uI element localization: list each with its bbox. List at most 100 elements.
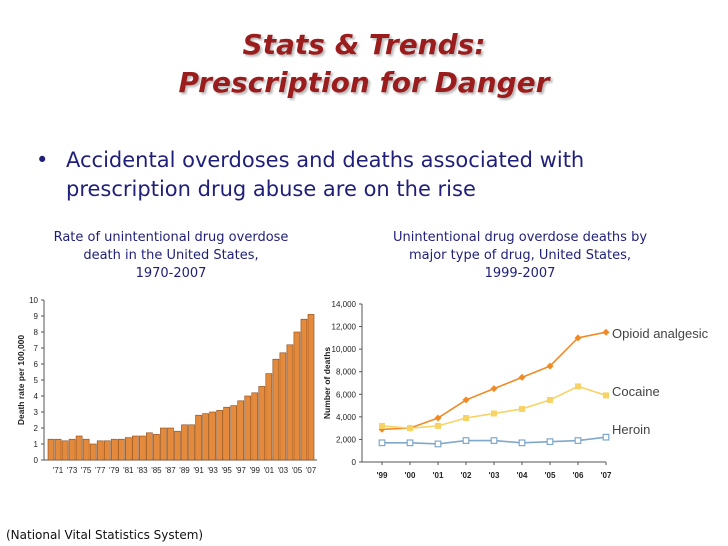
x-tick-label: '05 [292, 466, 303, 475]
bar-2006 [300, 318, 308, 461]
bar-1971 [54, 438, 62, 461]
bar-2003 [279, 352, 287, 461]
point-marker [518, 373, 526, 381]
bar-1979 [110, 438, 118, 461]
x-tick-label: '01 [264, 466, 275, 475]
x-tick-label: '77 [95, 466, 106, 475]
x-tick-label: '85 [151, 466, 162, 475]
x-tick-label: '71 [53, 466, 64, 475]
point-marker [603, 392, 609, 399]
y-tick-label: 0 [34, 456, 39, 465]
bar-1995 [223, 406, 231, 461]
y-tick-label: 8,000 [336, 368, 357, 377]
slide-title-line-1: Stats & Trends: [242, 28, 486, 61]
point-marker [379, 422, 385, 429]
point-marker [491, 410, 497, 417]
y-tick-label: 8 [34, 328, 39, 337]
point-marker [574, 334, 582, 342]
bar-1986 [160, 427, 167, 461]
y-tick-label: 0 [352, 458, 357, 467]
x-tick-label: '89 [179, 466, 190, 475]
legend-label-1: Cocaine [612, 384, 660, 399]
point-marker [378, 439, 386, 447]
point-marker [490, 385, 498, 393]
bar-1994 [216, 410, 223, 461]
x-tick-label: '97 [236, 466, 247, 475]
y-tick-label: 4,000 [336, 413, 357, 422]
bar-1998 [244, 395, 252, 461]
bar-1982 [132, 435, 139, 461]
bar-2005 [293, 331, 301, 461]
bar-1997 [237, 400, 245, 461]
x-tick-label: '95 [221, 466, 232, 475]
series-line-1 [381, 385, 607, 429]
right-caption-line: 1999-2007 [484, 266, 556, 281]
point-marker [575, 383, 581, 390]
bar-1977 [96, 440, 104, 461]
left-caption-line: death in the United States, [83, 248, 259, 263]
x-tick-label: '91 [193, 466, 204, 475]
bar-1984 [146, 432, 153, 461]
y-tick-label: 2,000 [336, 435, 357, 444]
point-marker [490, 437, 498, 444]
point-marker [435, 422, 441, 429]
x-tick-label: '93 [207, 466, 218, 475]
point-marker [546, 362, 554, 370]
slide-title-line-2: Prescription for Danger [178, 66, 550, 99]
bullet-icon: • [36, 148, 49, 172]
bar-1978 [103, 440, 111, 461]
x-tick-label: '07 [601, 471, 612, 480]
bar-1974 [75, 435, 83, 461]
x-tick-label: '79 [109, 466, 120, 475]
bar-2000 [258, 386, 266, 461]
bar-1981 [124, 437, 132, 461]
bar-2001 [265, 373, 273, 461]
bar-1973 [68, 438, 76, 461]
y-tick-label: 6 [34, 360, 39, 369]
x-tick-label: '99 [250, 466, 261, 475]
bar-2002 [272, 358, 280, 461]
x-tick-label: '06 [573, 471, 584, 480]
y-axis-label: Number of deaths [322, 347, 332, 420]
y-tick-label: 10 [29, 296, 38, 305]
point-marker [407, 425, 413, 432]
bullet-text: Accidental overdoses and deaths associat… [66, 148, 585, 201]
legend-label-2: Heroin [612, 422, 650, 437]
source-note: (National Vital Statistics System) [6, 528, 204, 542]
point-marker [574, 437, 582, 444]
y-axis-label: Death rate per 100,000 [16, 335, 26, 426]
point-marker [406, 439, 414, 447]
death-rate-bar-chart: 0 1 2 3 4 5 6 7 8 9 10 Death rate per 100,000 '71'73… [16, 296, 317, 475]
point-marker [434, 440, 442, 448]
y-tick-label: 14,000 [332, 300, 357, 309]
x-tick-label: '75 [81, 466, 92, 475]
bar-1983 [139, 435, 146, 461]
bar-1996 [230, 405, 238, 461]
x-tick-label: '87 [165, 466, 176, 475]
y-tick-label: 12,000 [332, 323, 357, 332]
y-tick-label: 5 [34, 376, 39, 385]
y-tick-label: 7 [34, 344, 39, 353]
right-chart-caption: Unintentional drug overdose deaths by ma… [378, 229, 662, 283]
bar-1985 [153, 434, 160, 461]
bar-1988 [174, 430, 181, 461]
y-tick-label: 6,000 [336, 390, 357, 399]
x-tick-label: '04 [517, 471, 528, 480]
overdose-deaths-line-chart: 0 2,000 4,000 6,000 8,000 10,000 12,000 14,000 '… [322, 300, 709, 480]
point-marker [518, 439, 526, 447]
bar-1991 [195, 414, 202, 461]
bar-1990 [188, 424, 195, 461]
x-tick-label: '83 [137, 466, 148, 475]
point-marker [602, 328, 610, 336]
bar-1989 [181, 424, 188, 461]
legend-label-0: Opioid analgesic [612, 326, 709, 341]
x-tick-label: '05 [545, 471, 556, 480]
x-tick-label: '07 [306, 466, 317, 475]
bar-1987 [167, 427, 174, 461]
bar-1992 [202, 413, 209, 461]
point-marker [434, 414, 442, 422]
x-tick-label: '01 [433, 471, 444, 480]
bar-1976 [89, 443, 97, 461]
point-marker [547, 396, 553, 403]
bar-2004 [286, 344, 294, 461]
